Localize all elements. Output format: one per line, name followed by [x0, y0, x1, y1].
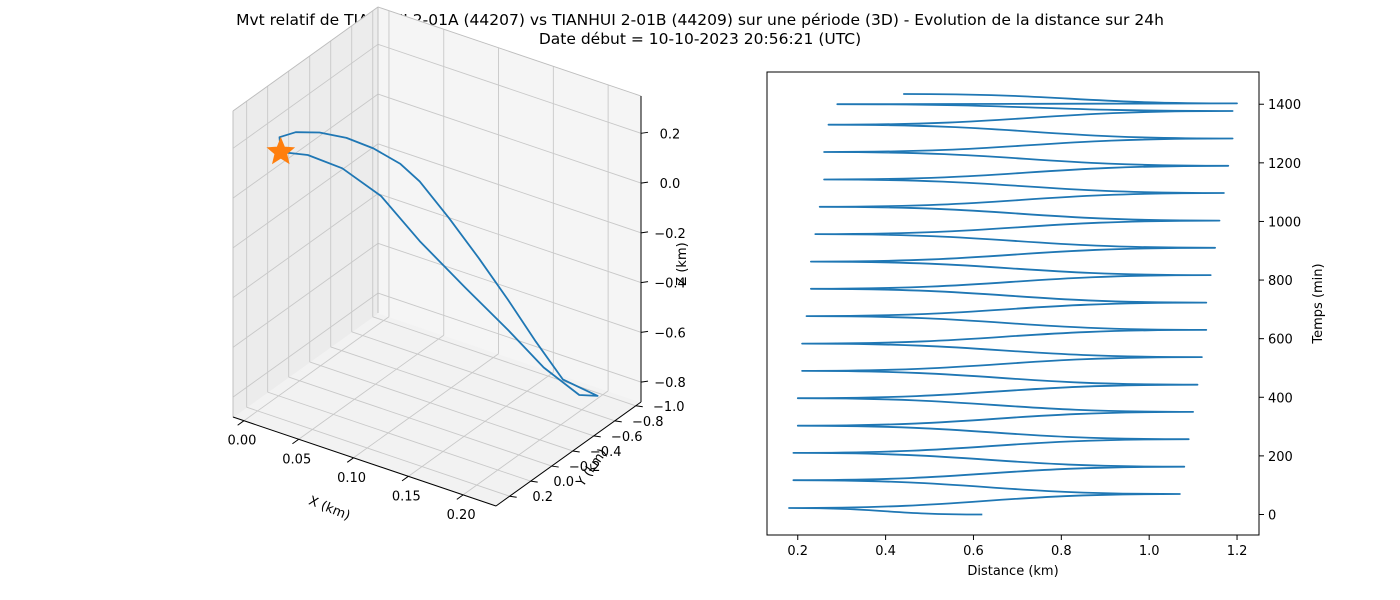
trajectory-line — [278, 131, 599, 397]
x-tick — [292, 438, 300, 445]
grid-line-z-left — [232, 292, 379, 398]
x-tick — [401, 475, 409, 482]
grid-line-z-left — [232, 43, 379, 149]
grid-line-x-bottom — [243, 316, 390, 422]
grid-line-z-back — [377, 43, 642, 134]
x-axis-label: X (km) — [306, 494, 352, 524]
z-tick — [640, 281, 649, 284]
grid-line-z-left — [232, 143, 379, 249]
x-tick-label: 0.00 — [227, 434, 256, 449]
y-tick-label: 1200 — [1268, 157, 1301, 172]
z-tick — [640, 330, 649, 333]
y-tick — [530, 480, 538, 483]
y-tick — [572, 450, 580, 453]
plot-3d-relative-motion: 0.000.050.100.150.20−1.0−0.8−0.6−0.4−0.2… — [227, 6, 690, 524]
x-tick-label: 0.6 — [963, 544, 984, 559]
x-tick-label: 0.2 — [787, 544, 808, 559]
z-tick — [640, 231, 649, 234]
z-tick — [640, 131, 649, 134]
grid-line-z-back — [377, 292, 642, 383]
y-tick — [509, 495, 517, 498]
grid-line-y-bottom — [288, 376, 552, 467]
z-tick — [640, 181, 649, 184]
grid-line-x-bottom — [462, 390, 609, 496]
y-tick-label: −0.8 — [632, 415, 664, 430]
figure-title-line-2: Date début = 10-10-2023 20:56:21 (UTC) — [539, 30, 861, 48]
x-tick-label: 0.20 — [447, 508, 476, 523]
y-tick — [635, 405, 643, 408]
start-star-marker — [266, 136, 296, 165]
y-tick-label: 1000 — [1268, 215, 1301, 230]
y-tick-label: −0.6 — [611, 430, 643, 445]
figure-title-line-1: Mvt relatif de TIANHUI 2-01A (44207) vs … — [236, 11, 1164, 29]
grid-line-z-back — [377, 143, 642, 234]
z-tick-label: −0.6 — [654, 326, 686, 341]
x-tick — [237, 420, 245, 426]
y-tick-label: 1400 — [1268, 98, 1301, 113]
x-tick-label: 0.05 — [282, 452, 311, 467]
grid-line-x-bottom — [408, 371, 554, 477]
plot-distance-vs-time: 0.2 0.4 0.6 0.8 1.0 1.2 0 200 400 600 800 1000 1200 1… — [766, 71, 1326, 579]
z-tick-label: −0.4 — [654, 277, 686, 292]
grid-line-z-left — [232, 93, 379, 199]
x-axis-label: Distance (km) — [967, 564, 1058, 579]
grid-line-z-left — [232, 242, 379, 348]
grid-line-x-bottom — [298, 334, 445, 440]
y-axis-label: Temps (min) — [1311, 263, 1326, 344]
y-tick-label: 800 — [1268, 274, 1293, 289]
x-tick — [456, 494, 464, 500]
x-tick — [346, 457, 354, 463]
grid-line-y-bottom — [309, 361, 573, 452]
z-axis-label: Z (km) — [675, 242, 690, 285]
z-tick-label: 0.2 — [660, 127, 681, 142]
pane-edge — [232, 6, 379, 112]
grid-line-z-back — [377, 93, 642, 184]
grid-line-y-bottom — [372, 316, 636, 407]
y-tick-label: −0.2 — [569, 460, 601, 475]
x-tick-label: 1.2 — [1227, 544, 1248, 559]
y-tick — [593, 435, 601, 438]
x-tick-label: 1.0 — [1139, 544, 1160, 559]
grid-line-x-bottom — [353, 353, 499, 459]
grid-line-z-left — [232, 193, 379, 298]
grid-line-y-bottom — [351, 331, 615, 422]
x-tick-label: 0.15 — [392, 489, 421, 504]
y-tick — [614, 420, 622, 423]
y-tick-label: 200 — [1268, 450, 1293, 465]
distance-series-line — [788, 93, 1238, 516]
y-tick — [551, 465, 559, 468]
y-tick-label: 400 — [1268, 391, 1293, 406]
z-tick-label: 0.0 — [660, 177, 681, 192]
pane-edge — [377, 6, 642, 97]
y-axis-line — [495, 401, 642, 507]
y-tick-label: 600 — [1268, 333, 1293, 348]
grid-line-z-back — [377, 193, 642, 284]
grid-line-z-back — [377, 242, 642, 333]
grid-line-y-bottom — [267, 391, 531, 482]
x-tick-label: 0.8 — [1051, 544, 1072, 559]
x-tick-label: 0.10 — [337, 471, 366, 486]
z-tick-label: −0.8 — [654, 376, 686, 391]
y-tick-label: 0.0 — [553, 475, 574, 490]
grid-line-y-bottom — [330, 346, 594, 437]
y-tick-label: −1.0 — [653, 400, 685, 415]
y-tick-label: 0 — [1268, 508, 1276, 523]
x-tick-label: 0.4 — [875, 544, 896, 559]
grid-line-y-bottom — [246, 406, 510, 497]
y-tick-label: 0.2 — [532, 490, 553, 505]
y-tick-label: −0.4 — [590, 445, 622, 460]
x-axis-line — [232, 416, 497, 507]
z-tick — [640, 380, 649, 383]
z-tick-label: −0.2 — [654, 227, 686, 242]
